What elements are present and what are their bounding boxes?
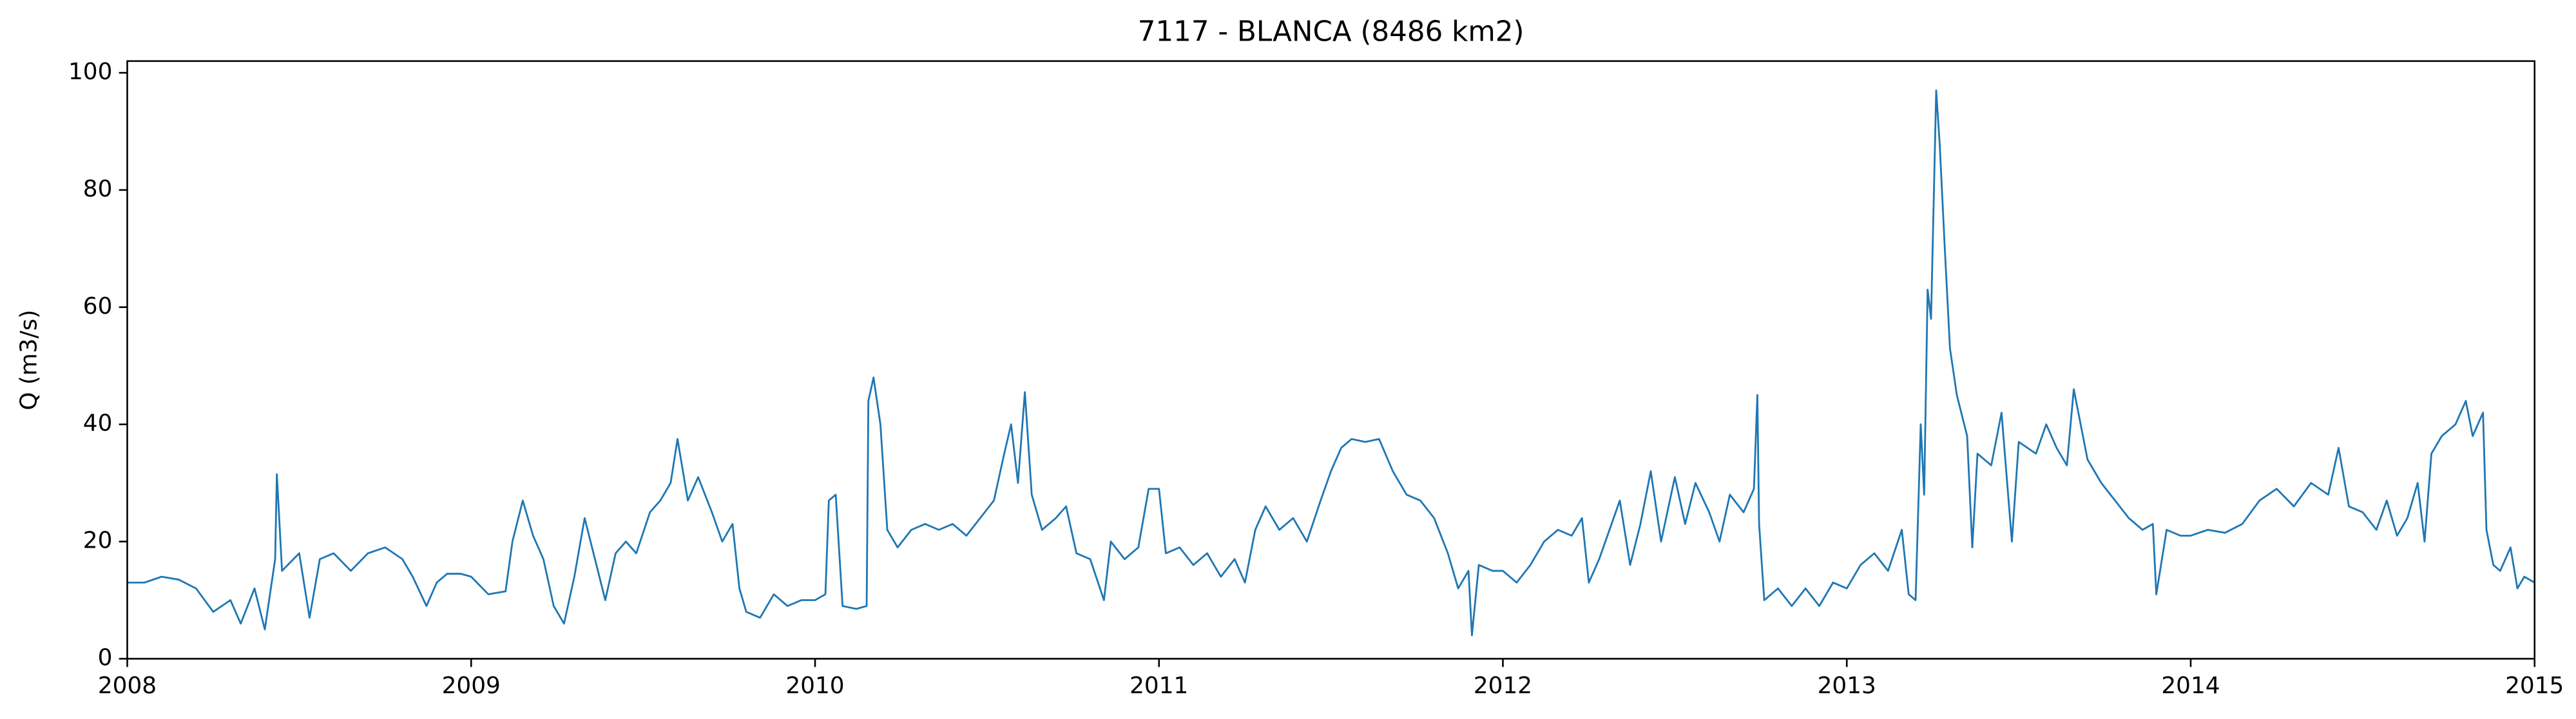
x-tick-label: 2015	[2505, 673, 2564, 699]
x-tick-label: 2014	[2161, 673, 2220, 699]
y-axis-label: Q (m3/s)	[15, 310, 42, 410]
y-tick-label: 0	[98, 644, 113, 671]
data-line	[127, 89, 2535, 637]
y-tick-label: 60	[83, 293, 113, 320]
plot-frame	[126, 60, 2536, 660]
y-tick-label: 20	[83, 528, 113, 554]
chart-title: 7117 - BLANCA (8486 km2)	[1138, 15, 1524, 48]
y-tick-label: 100	[68, 59, 112, 85]
x-tick-label: 2011	[1129, 673, 1188, 699]
x-tick-label: 2009	[442, 673, 501, 699]
y-tick-label: 40	[83, 410, 113, 437]
x-tick-label: 2010	[785, 673, 844, 699]
y-tick-label: 80	[83, 176, 113, 202]
x-tick-label: 2013	[1818, 673, 1876, 699]
x-tick-label: 2012	[1474, 673, 1532, 699]
x-tick-label: 2008	[98, 673, 157, 699]
